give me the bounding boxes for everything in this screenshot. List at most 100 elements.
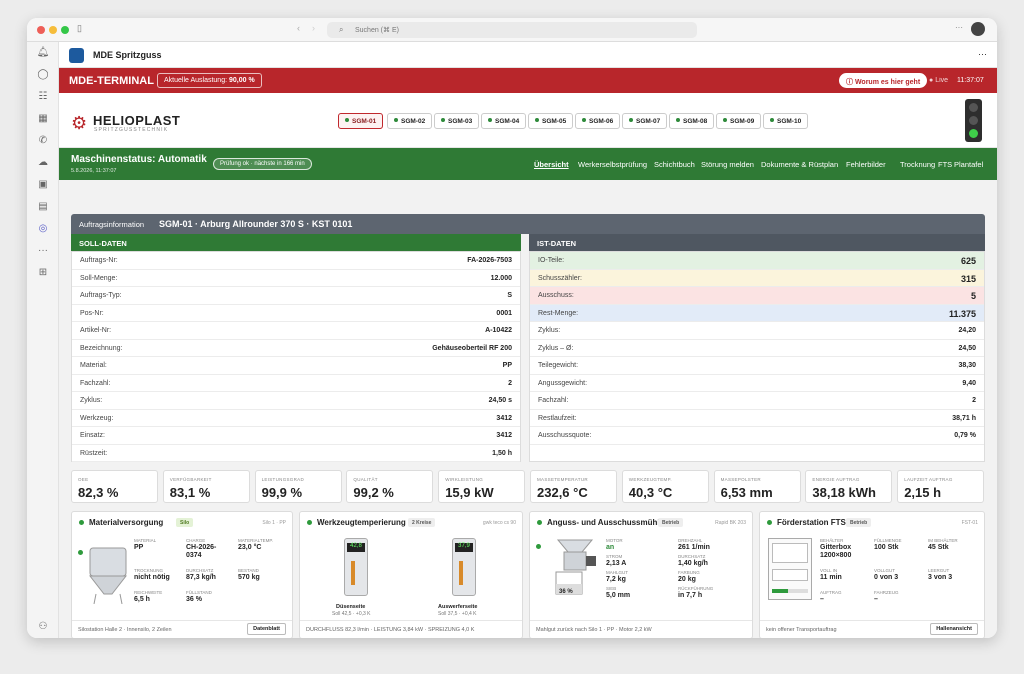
status-dot <box>394 118 398 122</box>
search-input[interactable]: ⌕ Suchen (⌘ E) <box>327 22 697 38</box>
active-app-icon[interactable]: ◎ <box>38 223 48 234</box>
minimize-window-button[interactable] <box>49 26 57 34</box>
sidebar-toggle-icon[interactable]: ▯ <box>77 23 82 33</box>
table-row: Teilegewicht: 38,30 <box>530 357 984 375</box>
machine-tab-10[interactable]: SGM-10 <box>763 113 809 129</box>
status-dot <box>536 544 541 549</box>
nav-tab-3[interactable]: Schichtbuch <box>654 160 695 169</box>
status-dot <box>629 118 633 122</box>
datenblatt-button[interactable]: Datenblatt <box>247 623 286 635</box>
machine-tab-4[interactable]: SGM-04 <box>481 113 527 129</box>
table-row: Ausschuss: 5 <box>530 287 984 305</box>
field-label: RÜCKFÜHRUNG <box>678 586 714 591</box>
kpi-value: 2,15 h <box>904 485 942 500</box>
nav-tab-7[interactable]: Trocknung <box>900 160 936 169</box>
kpi-tile: MASSETEMPERATUR 232,6 °C <box>530 470 617 503</box>
field-value: 5,0 mm <box>606 592 631 599</box>
field-value: 3 von 3 <box>928 574 953 581</box>
avatar[interactable] <box>971 22 985 36</box>
kpi-label: MASSETEMPERATUR <box>537 477 588 482</box>
nav-tab-9[interactable]: Plantafel <box>954 160 984 169</box>
row-label: Werkzeug: <box>80 414 114 422</box>
status-dot <box>441 118 445 122</box>
row-value: 38,30 <box>958 362 976 369</box>
table-row: Werkzeug: 3412 <box>72 410 520 427</box>
machine-tab-7[interactable]: SGM-07 <box>622 113 668 129</box>
machine-tab-6[interactable]: SGM-06 <box>575 113 621 129</box>
machine-tab-8[interactable]: SGM-08 <box>669 113 715 129</box>
forward-icon[interactable]: › <box>312 23 315 33</box>
field-value: 36 % <box>186 596 202 603</box>
apps-icon[interactable]: ▣ <box>38 179 48 190</box>
machine-label: SGM-03 <box>448 118 473 125</box>
machine-label: SGM-09 <box>730 118 755 125</box>
field-label: AUFTRAG <box>820 590 842 595</box>
nav-tab-2[interactable]: Werkerselbstprüfung <box>578 160 648 169</box>
row-value: 24,50 <box>958 344 976 352</box>
kpi-value: 40,3 °C <box>628 485 673 500</box>
status-title: Maschinenstatus: Automatik <box>71 154 207 165</box>
side-rail: 🔔︎ ◯ ☷ ▦ ✆ ☁ ▣ ▤ ◎ ··· ⊞ ⚇ <box>27 42 59 638</box>
row-label: Angussgewicht: <box>538 379 588 387</box>
machine-tab-5[interactable]: SGM-05 <box>528 113 574 129</box>
status-dot <box>767 520 772 525</box>
temper-unit-1: 42,8 <box>344 538 368 596</box>
search-icon: ⌕ <box>339 25 344 34</box>
nav-tab-6[interactable]: Fehlerbilder <box>846 160 886 169</box>
machine-tab-2[interactable]: SGM-02 <box>387 113 433 129</box>
field-label: FÜLLSTAND <box>186 590 212 595</box>
kpi-label: MASSEPOLSTER <box>720 477 761 482</box>
row-label: Zyklus – Ø: <box>538 344 574 352</box>
nav-tab-1[interactable]: Übersicht <box>534 160 569 169</box>
field-label: FAHRZEUG <box>874 590 899 595</box>
row-label: Zyklus: <box>538 327 561 334</box>
help-button[interactable]: ⓘ Worum es hier geht <box>839 73 928 88</box>
add-app-icon[interactable]: ⊞ <box>38 267 48 278</box>
cloud-icon[interactable]: ☁ <box>38 157 48 168</box>
team-icon[interactable]: ☷ <box>38 91 48 102</box>
phone-icon[interactable]: ✆ <box>38 135 48 146</box>
close-window-button[interactable] <box>37 26 45 34</box>
more-apps-icon[interactable]: ··· <box>38 245 48 256</box>
app-menu-icon[interactable]: ··· <box>978 49 987 59</box>
table-row: Soll-Menge: 12.000 <box>72 270 520 287</box>
field-label: STROM <box>606 554 623 559</box>
field-value: 0 von 3 <box>874 574 899 581</box>
more-icon[interactable]: ··· <box>955 23 963 32</box>
machine-label: SGM-02 <box>401 118 426 125</box>
nav-tab-5[interactable]: Dokumente & Rüstplan <box>761 160 839 169</box>
back-icon[interactable]: ‹ <box>297 23 300 33</box>
machine-label: SGM-06 <box>589 118 614 125</box>
user-icon[interactable]: ⚇ <box>38 621 48 632</box>
grinder-icon <box>555 539 596 595</box>
chat-icon[interactable]: ◯ <box>37 69 49 80</box>
status-dot <box>307 520 312 525</box>
row-value: 315 <box>960 273 976 284</box>
maximize-window-button[interactable] <box>61 26 69 34</box>
machine-tab-1[interactable]: SGM-01 <box>338 113 384 129</box>
nav-tab-4[interactable]: Störung melden <box>701 160 754 169</box>
table-row: Zyklus: 24,50 s <box>72 392 520 410</box>
row-value: S <box>507 292 512 299</box>
nav-tab-8[interactable]: FTS <box>938 160 953 169</box>
soll-table: Auftrags-Nr: FA-2026-7503 Soll-Menge: 12.00… <box>71 251 521 462</box>
row-value: 2 <box>508 379 512 387</box>
hallenansicht-button[interactable]: Hallenansicht <box>930 623 978 635</box>
auslastung-badge: Aktuelle Auslastung: 90,00 % <box>157 73 262 88</box>
field-value: 100 Stk <box>874 544 899 551</box>
calendar-icon[interactable]: ▦ <box>38 113 48 124</box>
machine-tab-9[interactable]: SGM-09 <box>716 113 762 129</box>
table-row: IO-Teile: 625 <box>530 252 984 270</box>
machine-tab-3[interactable]: SGM-03 <box>434 113 480 129</box>
field-label: MAHLGUT <box>606 570 629 575</box>
row-label: Rüstzeit: <box>80 449 108 457</box>
bell-icon[interactable]: 🔔︎ <box>36 47 50 58</box>
kpi-value: 232,6 °C <box>537 485 588 500</box>
table-row: Fachzahl: 2 <box>72 375 520 392</box>
machine-label: SGM-10 <box>777 118 802 125</box>
kpi-value: 6,53 mm <box>720 485 773 500</box>
field-label: MATERIALTEMP. <box>238 538 274 543</box>
files-icon[interactable]: ▤ <box>38 201 48 212</box>
field-value: – <box>820 596 824 603</box>
check-badge: Prüfung ok · nächste in 166 min <box>213 158 312 170</box>
